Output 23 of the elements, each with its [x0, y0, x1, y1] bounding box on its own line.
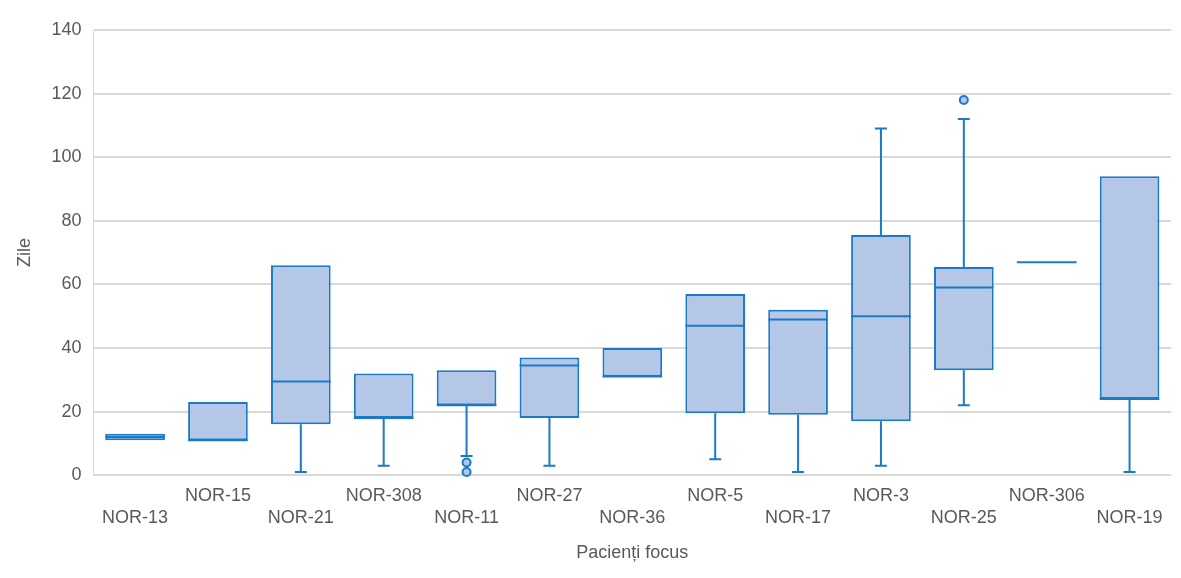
- x-tick-label: NOR-308: [345, 484, 422, 505]
- x-tick-label: NOR-17: [765, 506, 832, 527]
- y-tick-label: 100: [51, 146, 82, 167]
- x-tick-label: NOR-15: [184, 484, 251, 505]
- x-axis-title: Pacienți focus: [576, 542, 689, 563]
- x-tick-label: NOR-13: [102, 506, 169, 527]
- x-tick-label: NOR-21: [267, 506, 334, 527]
- x-tick-label: NOR-19: [1096, 506, 1163, 527]
- x-tick-label: NOR-306: [1008, 484, 1085, 505]
- y-tick-label: 140: [51, 18, 82, 39]
- y-tick-label: 40: [61, 336, 82, 357]
- x-tick-label: NOR-3: [852, 484, 909, 505]
- x-tick-label: NOR-5: [687, 484, 744, 505]
- y-tick-label: 60: [61, 273, 82, 294]
- y-tick-label: 0: [71, 464, 82, 485]
- x-tick-label: NOR-25: [930, 506, 997, 527]
- x-tick-label: NOR-36: [599, 506, 666, 527]
- y-axis-title: Zile: [13, 238, 34, 268]
- x-tick-label: NOR-11: [434, 506, 499, 527]
- y-tick-label: 120: [51, 82, 82, 103]
- y-tick-label: 20: [61, 400, 82, 421]
- y-tick-label: 80: [61, 209, 82, 230]
- x-tick-label: NOR-27: [516, 484, 583, 505]
